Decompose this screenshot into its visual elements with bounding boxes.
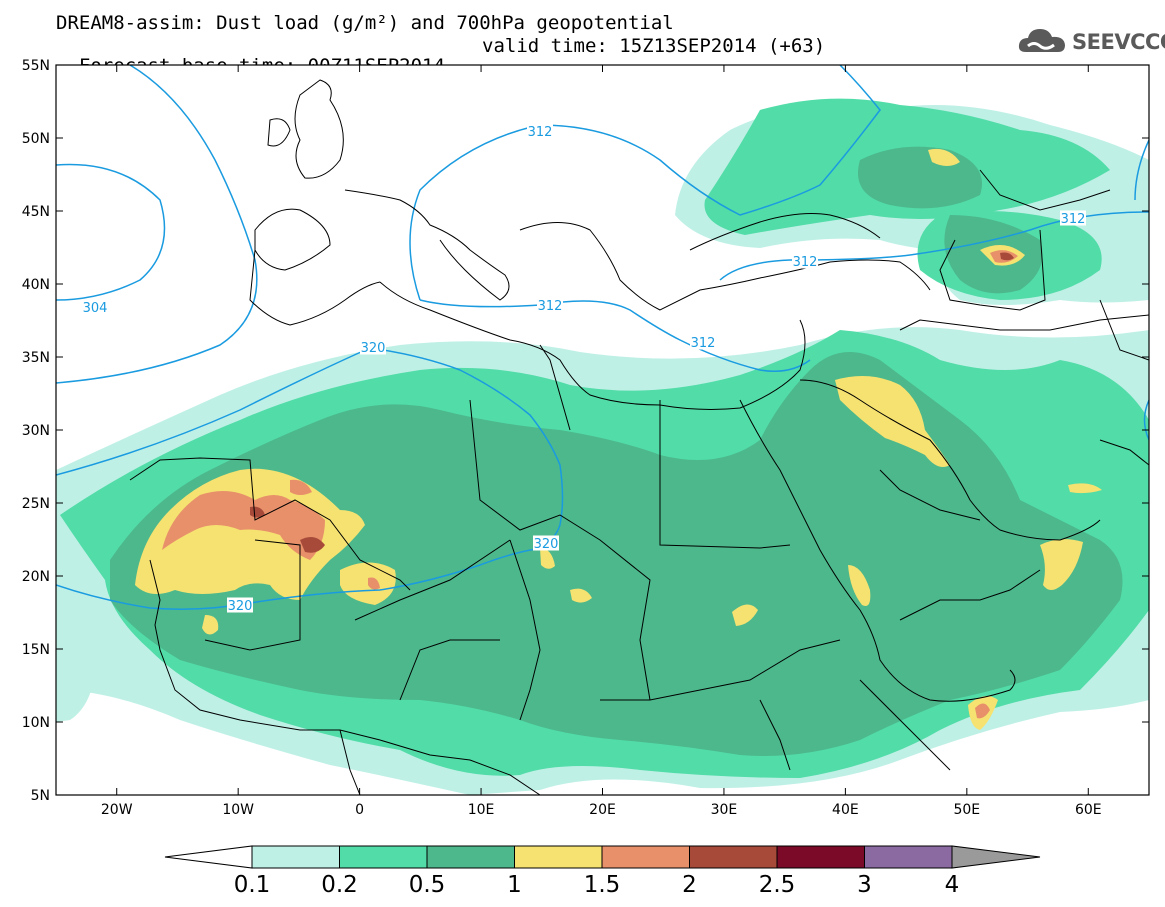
colorbar-label: 2 [682,872,697,898]
colorbar-box [251,845,340,869]
contour-label-bg [527,123,553,139]
colorbar-label: 1 [507,872,522,898]
seevccc-logo: SEEVCCC [1018,24,1165,58]
lon-label: 20E [589,802,616,818]
contour-label-bg [690,334,716,350]
contour-label: 312 [691,336,716,351]
contour-320-south [56,547,546,610]
geopotential-contours [56,65,1149,610]
contour-labels: 312 312 312 312 312 304 320 320 320 [82,123,1086,614]
contour-label: 312 [528,125,553,140]
lon-label: 60E [1075,802,1102,818]
colorbar-label: 0.1 [233,872,271,898]
lon-label: 10W [222,802,254,818]
contour-label: 320 [228,599,253,614]
lon-label: 0 [355,802,364,818]
lon-label: 50E [953,802,980,818]
contour-320-north [56,347,564,549]
contour-label-bg [360,339,386,355]
lat-label: 50N [22,131,50,147]
colorbar-box [689,845,778,869]
contour-label-bg [537,297,563,313]
axis-ticks [56,64,1149,796]
contour-312-west [56,65,258,384]
colorbar-label: 1.5 [583,872,621,898]
contour-label: 304 [83,301,108,316]
lat-label: 25N [22,496,50,512]
logo-text: SEEVCCC [1072,30,1165,54]
lat-label: 55N [22,58,50,74]
contour-312-europe [409,65,881,301]
contour-label-bg [533,535,559,551]
contour-312-med [419,299,811,372]
map-title: DREAM8-assim: Dust load (g/m²) and 700hP… [56,12,674,34]
lat-label: 10N [22,715,50,731]
contour-label-bg [227,597,253,613]
contour-label: 320 [361,341,386,356]
lat-label: 45N [22,204,50,220]
contour-312-se [1143,399,1149,441]
lat-label: 40N [22,277,50,293]
contour-label: 312 [793,255,818,270]
colorbar-right-arrow [951,845,1041,869]
colorbar-label: 2.5 [758,872,796,898]
contour-label: 312 [1061,212,1086,227]
colorbar-box [601,845,690,869]
valid-time-label: valid time: 15Z13SEP2014 (+63) [482,35,826,57]
colorbar-box [514,845,603,869]
contour-label: 312 [538,299,563,314]
lon-label: 10E [468,802,495,818]
lon-label: 40E [832,802,859,818]
colorbar-box [776,845,865,869]
colorbar-box [864,845,953,869]
coastlines-borders [129,79,1149,795]
lon-label: 30E [711,802,738,818]
colorbar-box [339,845,428,869]
colorbar-label: 4 [944,872,960,898]
contour-304 [56,163,166,301]
dust-level-1-5 [162,250,1018,719]
cloud-icon [1018,29,1065,52]
colorbar-box [426,845,515,869]
lat-label: 35N [22,350,50,366]
contour-label-bg [792,253,818,269]
longitude-labels: 20W 10W 0 10E 20E 30E 40E 50E 60E [101,802,1102,818]
colorbar-left-arrow [164,845,253,869]
contour-label: 320 [534,537,559,552]
lat-label: 30N [22,423,50,439]
lat-label: 15N [22,642,50,658]
latitude-labels: 55N 50N 45N 40N 35N 30N 25N 20N 15N 10N 5N [22,58,50,804]
colorbar [164,845,1041,869]
contour-label-bg [1060,210,1086,226]
contour-label-bg [82,299,108,315]
colorbar-label: 3 [857,872,872,898]
lon-label: 20W [101,802,133,818]
colorbar-label: 0.5 [408,872,446,898]
map-field [56,65,1149,795]
lat-label: 20N [22,569,50,585]
colorbar-label: 0.2 [321,872,358,898]
contour-312-ne [1134,139,1149,201]
lat-label: 5N [31,788,50,804]
